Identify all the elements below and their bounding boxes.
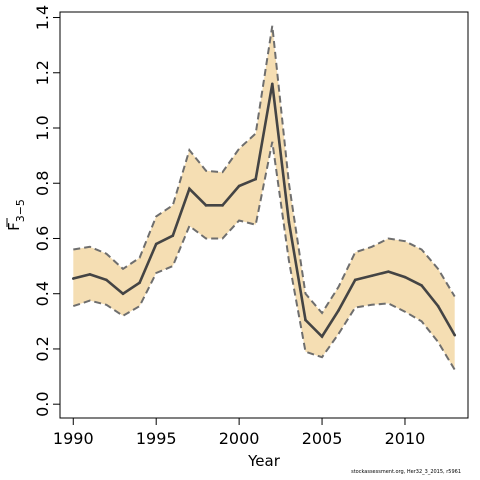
y-tick-label-0.6: 0.6 xyxy=(33,226,52,251)
upper-ci-line xyxy=(73,25,456,315)
y-axis-title-sub: 3−5 xyxy=(14,199,27,222)
data-point-1992 xyxy=(105,278,108,282)
plot-frame xyxy=(59,11,469,419)
x-tick-label-1995: 1995 xyxy=(136,429,177,448)
data-point-1991 xyxy=(88,273,92,276)
x-tick-label-1990: 1990 xyxy=(53,429,94,448)
y-axis-title: F3−5 xyxy=(5,199,27,231)
data-point-2001 xyxy=(254,177,258,181)
data-point-2007 xyxy=(353,278,357,282)
data-point-2002 xyxy=(270,82,274,86)
data-point-2009 xyxy=(387,270,390,273)
data-point-1995 xyxy=(154,242,158,246)
data-point-2013 xyxy=(453,333,457,337)
data-point-2005 xyxy=(320,335,324,338)
y-tick-label-1.0: 1.0 xyxy=(33,115,52,140)
data-point-1997 xyxy=(188,187,191,191)
data-point-1993 xyxy=(121,292,125,296)
y-tick-label-0.8: 0.8 xyxy=(33,171,52,196)
data-point-1998 xyxy=(204,204,208,207)
lower-ci-line xyxy=(72,141,456,371)
y-tick-label-0.4: 0.4 xyxy=(33,281,52,306)
estimate-line xyxy=(72,83,456,339)
x-axis: 1990 1995 2000 2005 2010 xyxy=(53,417,426,448)
data-point-1990 xyxy=(71,277,75,280)
ci-band xyxy=(73,25,455,370)
y-axis: 0.0 0.2 0.4 0.6 0.8 1.0 1.2 1.4 xyxy=(33,5,60,417)
x-tick-label-2010: 2010 xyxy=(385,429,426,448)
y-tick-label-0.2: 0.2 xyxy=(33,336,52,361)
data-point-2010 xyxy=(403,275,407,279)
y-tick-label-0.0: 0.0 xyxy=(33,391,52,416)
y-axis-title-main: F xyxy=(5,222,23,231)
x-tick-label-2000: 2000 xyxy=(219,429,260,448)
data-point-2000 xyxy=(237,184,241,188)
data-point-1996 xyxy=(171,234,175,238)
data-point-2011 xyxy=(420,284,423,287)
data-point-2003 xyxy=(287,220,291,224)
y-tick-label-1.2: 1.2 xyxy=(33,60,52,85)
x-axis-title: Year xyxy=(247,452,281,470)
y-tick-label-1.4: 1.4 xyxy=(33,5,52,30)
data-point-2006 xyxy=(337,308,340,312)
x-tick-label-2005: 2005 xyxy=(302,429,343,448)
data-point-2008 xyxy=(370,274,374,278)
data-point-2004 xyxy=(304,318,307,322)
svg-text:F3−5: F3−5 xyxy=(5,199,27,231)
data-point-1999 xyxy=(221,204,224,207)
data-point-2012 xyxy=(436,304,440,308)
data-point-1994 xyxy=(138,281,141,284)
footnote: stockassessment.org, Her32_3_2015, r5961 xyxy=(351,469,461,475)
